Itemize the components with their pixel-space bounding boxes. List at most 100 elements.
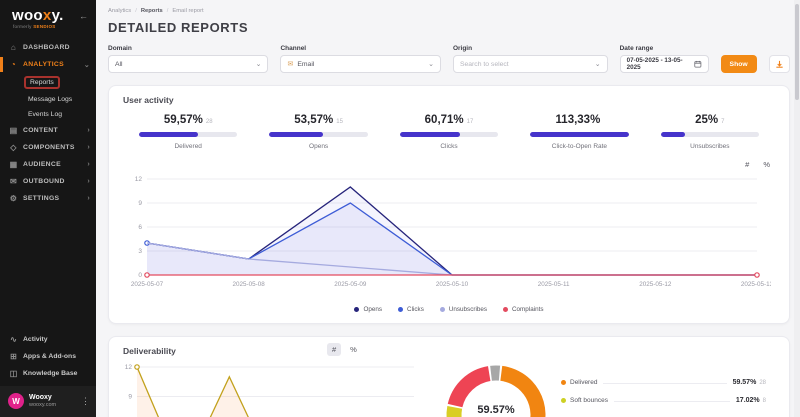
svg-text:2025-05-11: 2025-05-11 (538, 281, 570, 288)
sidebar-collapse-icon[interactable]: ← (79, 11, 88, 21)
legend-dot (561, 380, 566, 385)
breadcrumb: Analytics / Reports / Email report (108, 8, 204, 14)
user-activity-card: User activity 59,57% 28 Delivered 53,57% 1… (108, 85, 790, 324)
legend-clicks[interactable]: Clicks (398, 306, 424, 313)
export-button[interactable] (768, 55, 790, 73)
stat-label: Delivered (174, 143, 202, 150)
chart-legend: Opens Clicks Unsubscribes Complaints (123, 306, 775, 317)
date-range-input[interactable]: 07-05-2025 - 13-05-2025 (619, 55, 709, 73)
chevron-down-icon: ⌄ (255, 61, 262, 68)
legend-complaints[interactable]: Complaints (503, 306, 544, 313)
toggle-number-button[interactable]: # (327, 343, 342, 356)
stat-count: 7 (721, 119, 725, 125)
show-button[interactable]: Show (720, 55, 757, 73)
chart-unit-toggles: # % (123, 158, 775, 171)
settings-icon: ⚙ (9, 194, 18, 203)
breadcrumb-analytics[interactable]: Analytics (108, 8, 132, 14)
sidebar-item-dashboard[interactable]: ⌂ DASHBOARD (10, 43, 70, 52)
audience-icon: ▦ (9, 160, 18, 169)
activity-icon: ∿ (10, 335, 17, 344)
main-content: Analytics / Reports / Email report DETAI… (96, 0, 800, 417)
legend-row-delivered[interactable]: Delivered 59.57% 28 (561, 379, 766, 386)
logo-text: wooxy. (12, 7, 64, 24)
legend-opens[interactable]: Opens (354, 306, 382, 313)
stat-delivered: 59,57% 28 Delivered (123, 114, 253, 150)
stat-count: 15 (336, 119, 343, 125)
sidebar-item-outbound[interactable]: ✉ OUTBOUND › (9, 177, 90, 186)
user-account[interactable]: W Wooxy wooxy.com ⋮ (0, 386, 96, 417)
components-icon: ◇ (10, 143, 17, 152)
stats-row: 59,57% 28 Delivered 53,57% 15 Opens 60,71%… (123, 114, 775, 150)
legend-dot (439, 307, 445, 312)
svg-text:0: 0 (138, 272, 142, 279)
sidebar-item-analytics[interactable]: ◔ ANALYTICS ⌄ (0, 56, 96, 73)
toggle-percent-button[interactable]: % (758, 158, 775, 171)
stat-label: Clicks (440, 143, 458, 150)
sidebar-item-message-logs[interactable]: Message Logs (28, 96, 73, 103)
sidebar: wooxy. ← formerly SENDIOS ⌂ DASHBOARD ◔ … (0, 0, 96, 417)
stat-click-to-open-rate: 113,33% Click-to-Open Rate (514, 114, 644, 150)
apps-grid-icon: ⊞ (10, 352, 17, 361)
domain-label: Domain (108, 45, 132, 52)
sidebar-footer: ∿ Activity ⊞ Apps & Add-ons ◫ Knowledge … (0, 331, 96, 386)
breadcrumb-reports[interactable]: Reports (140, 8, 163, 14)
toggle-number-button[interactable]: # (740, 158, 754, 171)
sidebar-spacer (0, 207, 96, 331)
deliverability-legend: Delivered 59.57% 28 Soft bounces 17.02% … (561, 379, 766, 415)
chart-unit-toggles: # % (327, 343, 362, 356)
progress-bar (399, 132, 499, 137)
kebab-menu-icon[interactable]: ⋮ (81, 395, 90, 406)
toggle-percent-button[interactable]: % (345, 343, 362, 356)
sidebar-item-audience[interactable]: ▦ AUDIENCE › (9, 160, 90, 169)
legend-dot (503, 307, 508, 312)
scrollbar-thumb[interactable] (795, 4, 799, 100)
legend-unsubscribes[interactable]: Unsubscribes (439, 306, 487, 313)
legend-row-soft-bounces[interactable]: Soft bounces 17.02% 8 (561, 397, 766, 404)
stat-unsubscribes: 25% 7 Unsubscribes (645, 114, 775, 150)
sidebar-item-knowledge-base[interactable]: ◫ Knowledge Base (9, 369, 78, 378)
page-scrollbar[interactable] (794, 0, 800, 417)
stat-opens: 53,57% 15 Opens (253, 114, 383, 150)
svg-text:9: 9 (138, 200, 142, 207)
user-name: Wooxy (29, 394, 52, 401)
svg-text:2025-05-12: 2025-05-12 (639, 281, 672, 288)
download-icon (776, 60, 783, 68)
progress-bar (530, 132, 629, 137)
origin-select[interactable]: Search to select ⌄ (452, 55, 608, 73)
sidebar-item-activity[interactable]: ∿ Activity (10, 335, 48, 344)
domain-select[interactable]: All ⌄ (108, 55, 269, 73)
svg-text:2025-05-09: 2025-05-09 (334, 281, 367, 288)
channel-select[interactable]: ✉ Email ⌄ (280, 55, 441, 73)
chevron-right-icon: › (87, 144, 90, 151)
sidebar-item-apps-addons[interactable]: ⊞ Apps & Add-ons (10, 352, 76, 361)
progress-bar (660, 132, 760, 137)
deliverability-line-chart: 0369122025-05-072025-05-082025-05-092025… (125, 364, 414, 417)
stat-count: 17 (466, 119, 474, 125)
chevron-down-icon: ⌄ (428, 61, 434, 68)
book-icon: ◫ (9, 369, 18, 378)
calendar-icon (694, 60, 702, 68)
deliverability-title: Deliverability (123, 346, 176, 356)
sidebar-item-events-log[interactable]: Events Log (28, 111, 63, 118)
svg-text:3: 3 (138, 248, 142, 255)
stat-label: Click-to-Open Rate (551, 143, 608, 150)
svg-text:9: 9 (128, 394, 132, 401)
email-icon: ✉ (287, 61, 294, 68)
chevron-down-icon: ⌄ (83, 61, 90, 69)
svg-text:2025-05-08: 2025-05-08 (233, 281, 266, 288)
svg-text:12: 12 (135, 176, 143, 183)
svg-text:2025-05-13: 2025-05-13 (741, 281, 771, 288)
sidebar-item-components[interactable]: ◇ COMPONENTS › (10, 143, 90, 152)
sidebar-item-settings[interactable]: ⚙ SETTINGS › (9, 194, 90, 203)
content-icon: ▤ (9, 126, 18, 135)
deliverability-card: Deliverability # % 0369122025-05-072025-… (108, 336, 790, 417)
legend-count: 8 (762, 398, 766, 404)
sidebar-item-reports[interactable]: Reports (0, 73, 96, 92)
legend-dot (561, 398, 566, 403)
breadcrumb-email-report[interactable]: Email report (172, 8, 204, 14)
date-range-label: Date range (619, 45, 654, 52)
svg-text:59.57%: 59.57% (477, 404, 515, 416)
sidebar-item-content[interactable]: ▤ CONTENT › (9, 126, 90, 135)
svg-text:12: 12 (125, 364, 133, 371)
avatar: W (8, 393, 24, 409)
